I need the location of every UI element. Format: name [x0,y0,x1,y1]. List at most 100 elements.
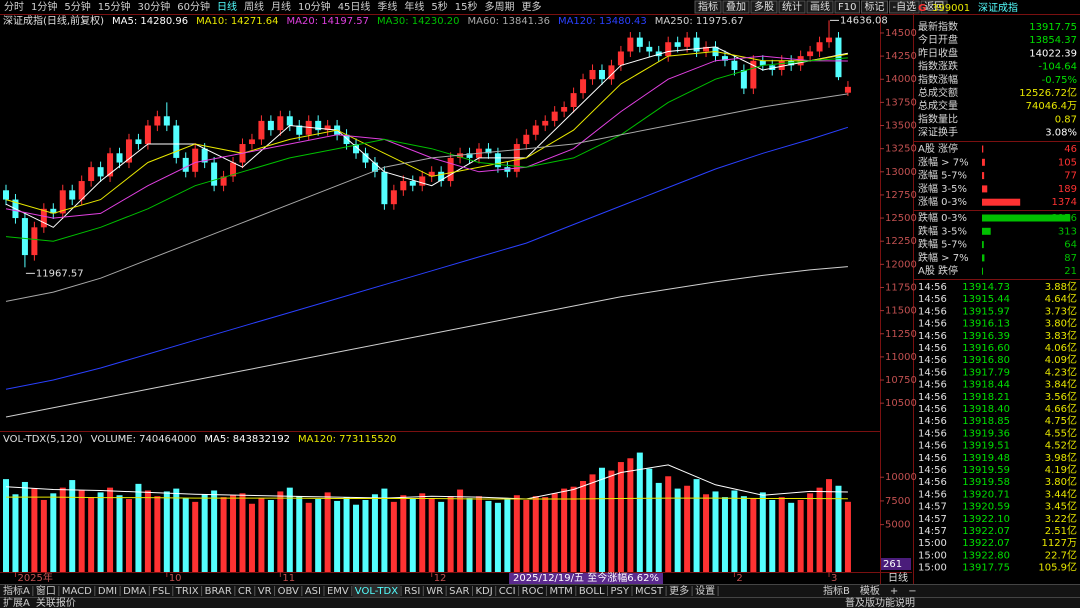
indicator-tab[interactable]: CCI [499,586,516,597]
volume-ma-line [5,464,848,500]
period-tab[interactable]: 日线 [217,0,237,13]
indicator-tab[interactable]: MCST [635,586,664,597]
volume-bar [731,490,738,572]
indicator-tab[interactable]: KDJ [475,586,492,597]
indicator-tab[interactable]: VR [258,586,272,597]
indicator-tab[interactable]: 指标B [823,584,850,597]
candle-body [201,148,208,163]
tool-button-frame[interactable] [778,0,806,14]
indicator-tab[interactable]: 窗口 [36,584,56,597]
indicator-tab[interactable]: + [890,586,898,597]
tool-button[interactable]: 画线 [810,0,830,13]
volume-bar [608,470,615,572]
indicator-tab[interactable]: BOLL [579,586,605,597]
volume-bar [239,493,246,572]
quote-value: 13917.75 [1029,22,1077,33]
candle-body [598,69,605,80]
indicator-tab[interactable]: OBV [278,586,299,597]
indicator-tab[interactable]: 模板 [860,584,880,597]
indicator-tab[interactable]: DMI [98,586,117,597]
indicator-tab[interactable]: PSY [611,586,630,597]
volume-bar [50,493,57,572]
tool-button-frame[interactable] [860,0,888,14]
tool-button-frame[interactable] [888,0,920,14]
indicator-tab[interactable]: ASI [305,586,321,597]
breadth-label: A股 跌停 [918,264,958,277]
volume-bar [97,492,104,572]
volume-bar [721,497,728,572]
period-tab[interactable]: 年线 [404,0,424,13]
period-tab[interactable]: 分时 [4,1,24,13]
tool-button[interactable]: -自选 [892,0,916,13]
tool-button[interactable]: 统计 [782,0,802,13]
ma-line [5,46,848,228]
period-tab[interactable]: 15分钟 [98,0,131,13]
tool-button[interactable]: F10 [838,2,856,13]
indicator-tab[interactable]: FSL [152,586,170,597]
trade-volume: 4.75亿 [1045,414,1077,427]
indicator-tab[interactable]: MTM [549,586,572,597]
period-tab[interactable]: 周线 [244,0,264,13]
candle-body [835,37,842,78]
indicator-tab[interactable]: 设置 [695,585,715,597]
tool-button[interactable]: 指标 [698,0,718,13]
period-tab[interactable]: 更多 [522,0,542,13]
active-tab[interactable] [352,585,401,597]
tool-button-frame[interactable] [722,0,750,14]
indicator-tab[interactable]: MACD [62,586,92,597]
tool-button[interactable]: 返回 [924,1,944,13]
tool-button-frame[interactable] [920,0,948,14]
indicator-tab[interactable]: 更多 [669,584,689,597]
candle-body [646,46,653,52]
tool-button-frame[interactable] [694,0,722,14]
period-tab[interactable]: 10分钟 [298,0,331,13]
indicator-tab[interactable]: 指标A [3,584,30,597]
candle-body [561,107,568,112]
tool-button[interactable]: 多股 [754,0,774,13]
period-tab[interactable]: 月线 [271,0,291,13]
period-tab[interactable]: 5分钟 [64,0,90,13]
trade-price: 13922.07 [962,526,1010,537]
period-tab[interactable]: 1分钟 [31,0,57,13]
tool-button-frame[interactable] [806,0,834,14]
indicator-tab[interactable]: RSI [404,586,420,597]
volume-bar [220,497,227,572]
status-item[interactable]: 关联报价 [36,596,76,608]
indicator-tab[interactable]: − [908,586,916,597]
trade-time: 14:56 [918,355,947,366]
trade-price: 13922.80 [962,550,1010,561]
indicator-tab[interactable]: VOL-TDX [355,586,398,597]
indicator-tab[interactable]: WR [426,586,443,597]
indicator-tab[interactable]: SAR [449,586,469,597]
status-item[interactable]: 扩展A [3,596,30,608]
period-tab[interactable]: 季线 [377,0,397,13]
indicator-tab[interactable]: EMV [327,586,349,597]
bottom-bar [0,584,1080,608]
breadth-bar [982,145,984,153]
candle-body [665,42,672,57]
volume-bar [296,496,303,572]
period-tab[interactable]: 30分钟 [137,0,170,13]
volume-bar [684,485,691,572]
period-tab[interactable]: 15秒 [455,0,478,13]
tool-button[interactable]: 标记 [864,1,884,13]
tool-button-frame[interactable] [750,0,778,14]
status-help[interactable]: 普及版功能说明 [845,596,915,608]
indicator-tab[interactable]: TRIX [175,586,199,597]
trade-time: 15:00 [918,550,947,561]
period-tab[interactable]: 45日线 [338,0,371,13]
tool-button[interactable]: 叠加 [726,1,746,13]
indicator-tab[interactable]: CR [238,586,252,597]
tool-button-frame[interactable] [834,0,860,14]
quote-name: 深证成指 [978,1,1018,14]
candle-body [532,125,539,135]
volume-bar [466,498,473,572]
indicator-tab[interactable]: DMA [123,586,146,597]
volume-bar [826,479,833,572]
period-tab[interactable]: 多周期 [485,0,515,13]
breadth-value: 64 [1064,240,1077,251]
period-tab[interactable]: 60分钟 [177,0,210,13]
period-tab[interactable]: 5秒 [431,0,447,13]
indicator-tab[interactable]: BRAR [205,586,232,597]
indicator-tab[interactable]: ROC [522,586,544,597]
